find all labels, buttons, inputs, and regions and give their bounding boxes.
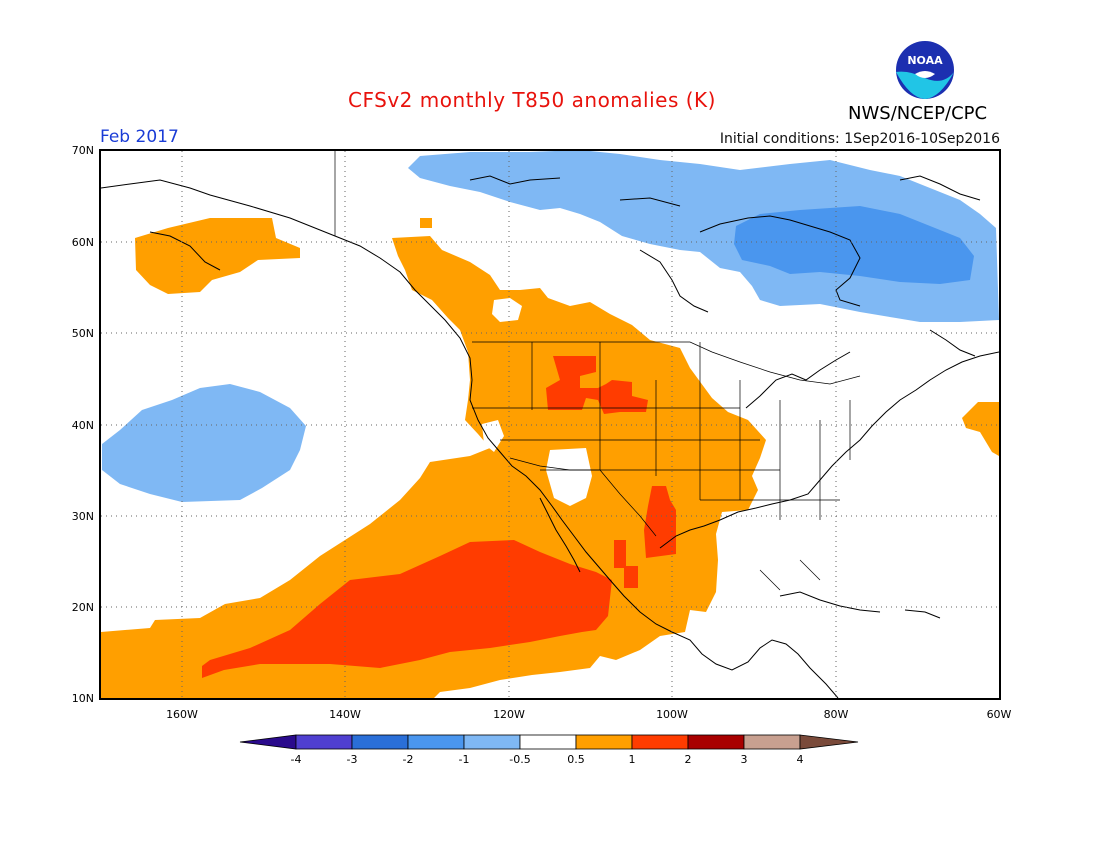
lon-label: 160W [166, 708, 198, 721]
lat-label: 10N [72, 692, 94, 705]
lon-label: 120W [493, 708, 525, 721]
lat-label: 70N [72, 144, 94, 157]
legend-box [631, 734, 689, 750]
legend-box [407, 734, 465, 750]
legend-tick-label: -4 [291, 753, 302, 766]
legend-box [463, 734, 521, 750]
legend-arrow-high [799, 734, 859, 750]
logo-text: NOAA [907, 54, 943, 67]
anomaly-shading [101, 151, 999, 698]
legend-box [295, 734, 353, 750]
color-legend: -4 -3 -2 -1 -0.5 0.5 1 2 3 4 [239, 734, 859, 766]
legend-box [687, 734, 745, 750]
borders [334, 151, 861, 591]
legend-box [519, 734, 577, 750]
legend-tick-label: -2 [403, 753, 414, 766]
strong-cool-anomaly-shading [734, 206, 974, 284]
agency-label: NWS/NCEP/CPC [848, 103, 988, 124]
chart-title: CFSv2 monthly T850 anomalies (K) [348, 88, 716, 112]
lat-label: 30N [72, 510, 94, 523]
legend-tick-label: 3 [741, 753, 748, 766]
map-frame [99, 149, 1001, 700]
legend-box [351, 734, 409, 750]
initial-conditions-label: Initial conditions: 1Sep2016-10Sep2016 [719, 131, 1000, 147]
lat-label: 20N [72, 601, 94, 614]
legend-tick-label: -0.5 [509, 753, 530, 766]
strong-warm-anomaly-shading [202, 356, 676, 678]
noaa-logo: NOAA [896, 41, 954, 99]
legend-tick-label: 2 [685, 753, 692, 766]
lat-label: 50N [72, 327, 94, 340]
legend-box [575, 734, 633, 750]
neutral-holes [482, 298, 592, 506]
lon-label: 140W [329, 708, 361, 721]
longitude-labels: 160W 140W 120W 100W 80W 60W [166, 708, 1011, 721]
legend-tick-label: -1 [459, 753, 470, 766]
legend-arrow-low [239, 734, 297, 750]
coastlines [101, 175, 999, 698]
legend-tick-label: -3 [347, 753, 358, 766]
lon-label: 100W [656, 708, 688, 721]
graticule [101, 151, 999, 698]
legend-box [743, 734, 801, 750]
lon-label: 60W [987, 708, 1012, 721]
cool-anomaly-shading [102, 151, 999, 502]
lat-label: 40N [72, 419, 94, 432]
latitude-labels: 70N 60N 50N 40N 30N 20N 10N [72, 144, 94, 705]
valid-month-label: Feb 2017 [100, 127, 179, 147]
legend-tick-label: 1 [629, 753, 636, 766]
lon-label: 80W [824, 708, 849, 721]
legend-tick-label: 0.5 [567, 753, 585, 766]
legend-tick-label: 4 [797, 753, 804, 766]
lat-label: 60N [72, 236, 94, 249]
